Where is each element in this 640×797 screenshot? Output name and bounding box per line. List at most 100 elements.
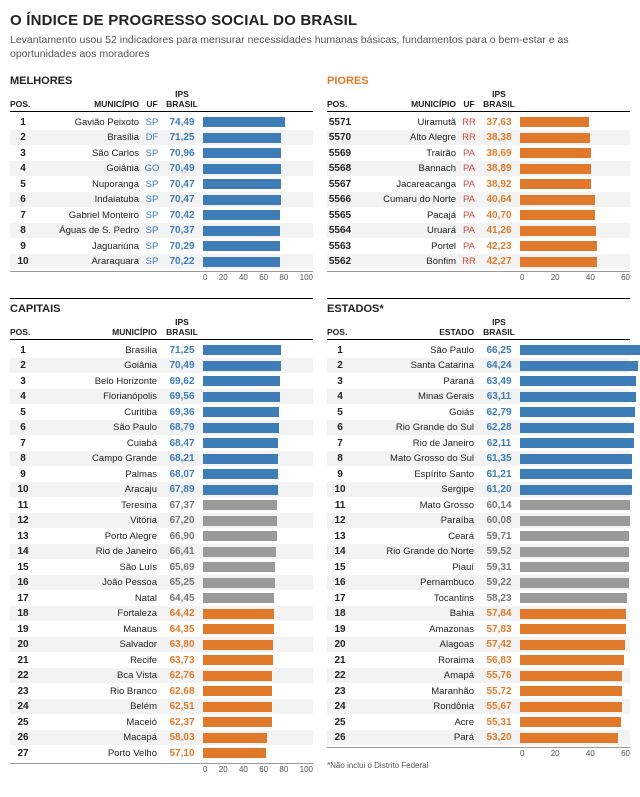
bar	[203, 547, 276, 557]
cell-pos: 12	[10, 515, 36, 526]
cell-ips: 67,37	[161, 500, 203, 511]
table-row: 5Goiás62,79	[327, 404, 630, 420]
cell-uf: RR	[460, 117, 478, 128]
cell-name: Campo Grande	[36, 453, 161, 464]
bar	[203, 210, 280, 220]
cell-ips: 64,35	[161, 624, 203, 635]
cell-ips: 38,92	[478, 179, 520, 190]
cell-name: Salvador	[36, 639, 161, 650]
axis-tick: 40	[586, 273, 595, 282]
cell-pos: 4	[327, 391, 353, 402]
bar	[520, 547, 629, 557]
table-row: 7Cuiabá68,47	[10, 435, 313, 451]
axis-tick: 20	[219, 765, 228, 774]
cell-ips: 69,62	[161, 376, 203, 387]
cell-name: Brasília	[36, 132, 143, 143]
bar-cell	[203, 546, 313, 558]
table-row: 10Sergipe61,20	[327, 482, 630, 498]
table-row: 13Ceará59,71	[327, 528, 630, 544]
bar	[520, 392, 636, 402]
cell-pos: 21	[327, 655, 353, 666]
capitais-panel: CAPITAIS POS. MUNICÍPIO IPS BRASIL 1Bras…	[10, 292, 313, 774]
cell-pos: 4	[10, 163, 36, 174]
cell-name: Mato Grosso do Sul	[353, 453, 478, 464]
cell-pos: 8	[327, 453, 353, 464]
bar-cell	[203, 499, 313, 511]
table-row: 22Bca Vista62,76	[10, 668, 313, 684]
cell-name: São Paulo	[36, 422, 161, 433]
bar	[520, 624, 626, 634]
bar-cell	[203, 225, 313, 237]
cell-name: Santa Catarina	[353, 360, 478, 371]
piores-panel: PIORES POS. MUNICÍPIO UF IPS BRASIL 5571…	[327, 69, 630, 282]
table-row: 16João Pessoa65,25	[10, 575, 313, 591]
bar	[203, 345, 281, 355]
table-row: 3Paraná63,49	[327, 373, 630, 389]
cell-ips: 55,76	[478, 670, 520, 681]
cell-name: Espírito Santo	[353, 469, 478, 480]
cell-ips: 42,23	[478, 241, 520, 252]
bar	[520, 578, 629, 588]
cell-ips: 67,89	[161, 484, 203, 495]
bar	[203, 655, 273, 665]
table-row: 5567JacareacangaPA38,92	[327, 176, 630, 192]
bar	[520, 195, 595, 205]
cell-pos: 22	[10, 670, 36, 681]
table-row: 2Goiânia70,49	[10, 358, 313, 374]
axis-tick: 60	[621, 273, 630, 282]
bar	[203, 361, 281, 371]
table-row: 20Salvador63,80	[10, 637, 313, 653]
table-row: 1São Paulo66,25	[327, 342, 630, 358]
bar	[520, 210, 595, 220]
cell-name: Pacajá	[353, 210, 460, 221]
bar	[520, 361, 638, 371]
bar	[520, 423, 634, 433]
cell-pos: 10	[10, 484, 36, 495]
bar	[520, 438, 634, 448]
cell-pos: 20	[10, 639, 36, 650]
cell-ips: 70,47	[161, 194, 203, 205]
bar	[203, 500, 277, 510]
cell-name: Alto Alegre	[353, 132, 460, 143]
cell-ips: 57,42	[478, 639, 520, 650]
cell-pos: 6	[327, 422, 353, 433]
cell-name: Jacareacanga	[353, 179, 460, 190]
cell-pos: 5567	[327, 179, 353, 190]
axis-tick: 40	[239, 765, 248, 774]
cell-name: Maceió	[36, 717, 161, 728]
hdr-ips: IPS BRASIL	[478, 317, 520, 337]
cell-ips: 62,76	[161, 670, 203, 681]
bar	[203, 485, 278, 495]
cell-pos: 5570	[327, 132, 353, 143]
cell-uf: PA	[460, 225, 478, 236]
cell-uf: PA	[460, 194, 478, 205]
bar-cell	[520, 716, 630, 728]
table-row: 26Pará53,20	[327, 730, 630, 746]
cell-ips: 66,25	[478, 345, 520, 356]
melhores-axis: 020406080100	[10, 271, 313, 282]
cell-ips: 70,42	[161, 210, 203, 221]
cell-pos: 5	[10, 407, 36, 418]
cell-name: Piauí	[353, 562, 478, 573]
cell-pos: 25	[10, 717, 36, 728]
bar	[520, 562, 629, 572]
bar	[520, 516, 630, 526]
cell-pos: 16	[327, 577, 353, 588]
cell-ips: 59,71	[478, 531, 520, 542]
cell-name: Porto Alegre	[36, 531, 161, 542]
cell-ips: 74,49	[161, 117, 203, 128]
cell-pos: 1	[10, 345, 36, 356]
bar	[520, 345, 640, 355]
bar-cell	[203, 515, 313, 527]
piores-axis: 0204060	[327, 271, 630, 282]
cell-ips: 40,64	[478, 194, 520, 205]
axis-tick: 0	[520, 273, 524, 282]
cell-name: Águas de S. Pedro	[36, 225, 143, 236]
cell-uf: RR	[460, 132, 478, 143]
bar	[520, 469, 632, 479]
cell-pos: 5563	[327, 241, 353, 252]
cell-name: Aracaju	[36, 484, 161, 495]
cell-name: Belo Horizonte	[36, 376, 161, 387]
cell-name: Rio Grande do Sul	[353, 422, 478, 433]
cell-ips: 71,25	[161, 345, 203, 356]
